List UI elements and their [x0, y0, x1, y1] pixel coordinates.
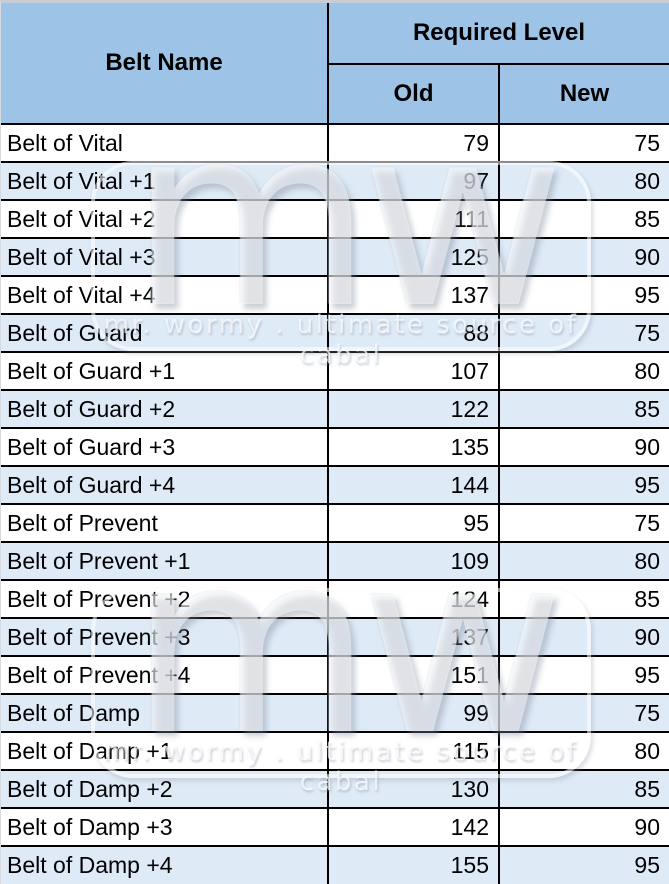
new-level-cell: 95 — [498, 275, 669, 315]
table-row: Belt of Guard +2 122 85 — [1, 389, 669, 429]
old-level-cell: 142 — [327, 807, 500, 847]
table-row: Belt of Damp +3 142 90 — [1, 807, 669, 847]
belt-name-cell: Belt of Damp — [1, 693, 329, 733]
table-row: Belt of Guard +4 144 95 — [1, 465, 669, 505]
new-level-cell: 90 — [498, 807, 669, 847]
new-level-cell: 90 — [498, 237, 669, 277]
table-row: Belt of Prevent +1 109 80 — [1, 541, 669, 581]
old-level-cell: 125 — [327, 237, 500, 277]
table-row: Belt of Vital +4 137 95 — [1, 275, 669, 315]
old-level-cell: 155 — [327, 845, 500, 884]
belt-name-cell: Belt of Damp +3 — [1, 807, 329, 847]
old-level-cell: 137 — [327, 617, 500, 657]
table-row: Belt of Guard 88 75 — [1, 313, 669, 353]
belt-name-cell: Belt of Prevent +3 — [1, 617, 329, 657]
new-level-cell: 90 — [498, 617, 669, 657]
belt-name-cell: Belt of Prevent +2 — [1, 579, 329, 619]
old-level-cell: 135 — [327, 427, 500, 467]
belt-name-cell: Belt of Prevent +4 — [1, 655, 329, 695]
table-row: Belt of Vital +1 97 80 — [1, 161, 669, 201]
table-row: Belt of Damp +1 115 80 — [1, 731, 669, 771]
belt-name-cell: Belt of Vital +4 — [1, 275, 329, 315]
table-row: Belt of Vital +3 125 90 — [1, 237, 669, 277]
old-level-cell: 107 — [327, 351, 500, 391]
old-level-cell: 124 — [327, 579, 500, 619]
column-header-required-level: Required Level — [327, 3, 669, 65]
new-level-cell: 75 — [498, 123, 669, 163]
table-row: Belt of Damp +4 155 95 — [1, 845, 669, 884]
column-header-belt-name: Belt Name — [1, 3, 329, 125]
belt-name-cell: Belt of Damp +4 — [1, 845, 329, 884]
table-row: Belt of Damp 99 75 — [1, 693, 669, 733]
old-level-cell: 137 — [327, 275, 500, 315]
belt-name-cell: Belt of Vital — [1, 123, 329, 163]
new-level-cell: 85 — [498, 579, 669, 619]
old-level-cell: 109 — [327, 541, 500, 581]
table-header: Belt Name Required Level Old New — [1, 3, 669, 125]
new-level-cell: 95 — [498, 465, 669, 505]
belt-name-cell: Belt of Guard +3 — [1, 427, 329, 467]
belt-name-cell: Belt of Guard +4 — [1, 465, 329, 505]
column-header-old: Old — [328, 63, 500, 125]
old-level-cell: 95 — [327, 503, 500, 543]
table-row: Belt of Vital 79 75 — [1, 123, 669, 163]
new-level-cell: 80 — [498, 351, 669, 391]
table-row: Belt of Damp +2 130 85 — [1, 769, 669, 809]
new-level-cell: 85 — [498, 199, 669, 239]
new-level-cell: 95 — [498, 845, 669, 884]
new-level-cell: 90 — [498, 427, 669, 467]
table-row: Belt of Prevent +2 124 85 — [1, 579, 669, 619]
belt-name-cell: Belt of Damp +2 — [1, 769, 329, 809]
old-level-cell: 115 — [327, 731, 500, 771]
new-level-cell: 85 — [498, 769, 669, 809]
belt-name-cell: Belt of Vital +3 — [1, 237, 329, 277]
belt-name-cell: Belt of Guard +1 — [1, 351, 329, 391]
old-level-cell: 111 — [327, 199, 500, 239]
old-level-cell: 130 — [327, 769, 500, 809]
belt-name-cell: Belt of Guard — [1, 313, 329, 353]
belt-name-cell: Belt of Guard +2 — [1, 389, 329, 429]
new-level-cell: 75 — [498, 693, 669, 733]
belt-name-cell: Belt of Prevent — [1, 503, 329, 543]
old-level-cell: 99 — [327, 693, 500, 733]
new-level-cell: 75 — [498, 503, 669, 543]
old-level-cell: 151 — [327, 655, 500, 695]
table-row: Belt of Guard +3 135 90 — [1, 427, 669, 467]
old-level-cell: 122 — [327, 389, 500, 429]
old-level-cell: 97 — [327, 161, 500, 201]
new-level-cell: 80 — [498, 541, 669, 581]
belt-name-cell: Belt of Prevent +1 — [1, 541, 329, 581]
table-row: Belt of Vital +2 111 85 — [1, 199, 669, 239]
old-level-cell: 88 — [327, 313, 500, 353]
new-level-cell: 75 — [498, 313, 669, 353]
belt-name-cell: Belt of Vital +1 — [1, 161, 329, 201]
new-level-cell: 80 — [498, 731, 669, 771]
new-level-cell: 95 — [498, 655, 669, 695]
old-level-cell: 79 — [327, 123, 500, 163]
new-level-cell: 85 — [498, 389, 669, 429]
table-row: Belt of Prevent 95 75 — [1, 503, 669, 543]
belt-level-table: Belt Name Required Level Old New Belt of… — [1, 3, 669, 884]
table-row: Belt of Prevent +4 151 95 — [1, 655, 669, 695]
table-body: Belt of Vital 79 75 Belt of Vital +1 97 80 Bel… — [1, 123, 669, 884]
old-level-cell: 144 — [327, 465, 500, 505]
table-row: Belt of Prevent +3 137 90 — [1, 617, 669, 657]
belt-name-cell: Belt of Vital +2 — [1, 199, 329, 239]
column-header-new: New — [498, 63, 669, 125]
belt-name-cell: Belt of Damp +1 — [1, 731, 329, 771]
new-level-cell: 80 — [498, 161, 669, 201]
table-row: Belt of Guard +1 107 80 — [1, 351, 669, 391]
